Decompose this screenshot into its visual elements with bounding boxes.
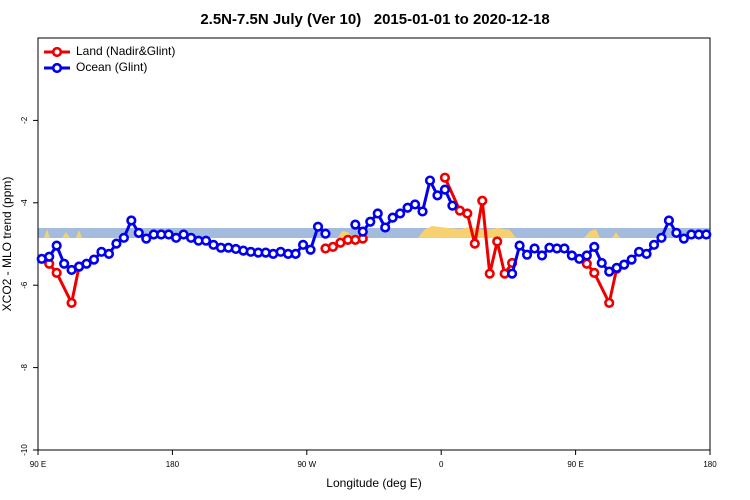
legend-label: Ocean (Glint) <box>76 60 147 74</box>
data-point <box>327 241 339 252</box>
data-point <box>200 235 212 246</box>
data-point <box>678 233 689 244</box>
data-point <box>387 212 398 223</box>
x-tick-label: 180 <box>166 460 180 469</box>
data-point <box>663 215 675 226</box>
data-point <box>492 236 503 247</box>
data-point <box>118 232 129 243</box>
data-point <box>469 238 480 249</box>
data-point <box>604 266 615 277</box>
data-point <box>290 248 301 259</box>
data-point <box>462 208 473 219</box>
data-point <box>103 248 115 259</box>
data-point <box>141 233 152 244</box>
data-point <box>350 219 361 230</box>
data-point <box>88 254 100 265</box>
x-axis-label: Longitude (deg E) <box>326 476 421 490</box>
series-line <box>443 177 514 278</box>
data-point <box>81 258 92 269</box>
data-point <box>44 251 55 262</box>
data-point <box>320 228 331 239</box>
data-point <box>59 258 70 269</box>
data-point <box>701 229 712 240</box>
data-point <box>312 221 324 232</box>
series <box>36 175 712 279</box>
x-tick-label: 90 E <box>30 460 46 469</box>
series-line <box>48 262 81 308</box>
data-point <box>409 199 421 210</box>
data-point <box>596 257 607 269</box>
data-point <box>536 250 548 261</box>
data-point <box>66 297 77 309</box>
data-point <box>432 190 443 201</box>
ocean-strip <box>38 228 710 238</box>
y-axis-label: XCO2 - MLO trend (ppm) <box>0 177 14 312</box>
data-point <box>439 184 451 195</box>
data-point <box>395 208 406 219</box>
data-point <box>305 244 316 255</box>
data-point <box>619 259 630 270</box>
data-point <box>372 208 383 219</box>
data-point <box>626 254 637 265</box>
data-point <box>126 215 137 226</box>
data-point <box>111 238 122 249</box>
y-tick-label: -6 <box>20 281 29 289</box>
data-point <box>424 175 436 186</box>
y-tick-label: -8 <box>20 363 29 371</box>
data-point <box>365 216 376 227</box>
data-point <box>521 249 533 260</box>
y-tick-label: -10 <box>20 444 29 456</box>
chart-title: 2.5N-7.5N July (Ver 10) 2015-01-01 to 20… <box>200 11 549 28</box>
land-strip <box>44 229 82 238</box>
data-point <box>604 297 615 309</box>
x-tick-label: 180 <box>703 460 717 469</box>
y-tick-label: -2 <box>20 116 29 124</box>
series <box>44 172 622 309</box>
data-point <box>656 232 667 243</box>
data-point <box>581 250 592 261</box>
legend-marker <box>51 62 63 74</box>
data-point <box>477 195 488 206</box>
series-line <box>585 262 619 308</box>
y-tick-label: -4 <box>20 199 29 207</box>
data-point <box>447 200 458 211</box>
data-point <box>357 226 368 237</box>
plot-frame <box>37 37 711 451</box>
data-point <box>529 243 540 254</box>
legend-label: Land (Nadir&Glint) <box>76 44 175 58</box>
legend-marker <box>51 46 63 58</box>
x-tick-label: 0 <box>439 460 444 469</box>
data-point <box>51 240 62 251</box>
data-point <box>671 227 682 238</box>
data-point <box>589 267 600 278</box>
data-point <box>581 258 592 269</box>
data-point <box>439 172 451 183</box>
data-point <box>380 222 391 233</box>
land-strip <box>584 229 620 238</box>
data-point <box>133 227 144 238</box>
data-point <box>589 241 600 252</box>
data-point <box>514 240 525 251</box>
x-tick-label: 90 W <box>297 460 316 469</box>
data-point <box>559 243 570 254</box>
data-point <box>641 248 652 259</box>
data-point <box>417 206 428 217</box>
data-point <box>507 268 518 279</box>
data-point <box>648 239 660 250</box>
x-tick-label: 90 E <box>567 460 583 469</box>
data-point <box>297 239 309 250</box>
data-point <box>51 267 62 278</box>
data-point <box>484 268 495 279</box>
